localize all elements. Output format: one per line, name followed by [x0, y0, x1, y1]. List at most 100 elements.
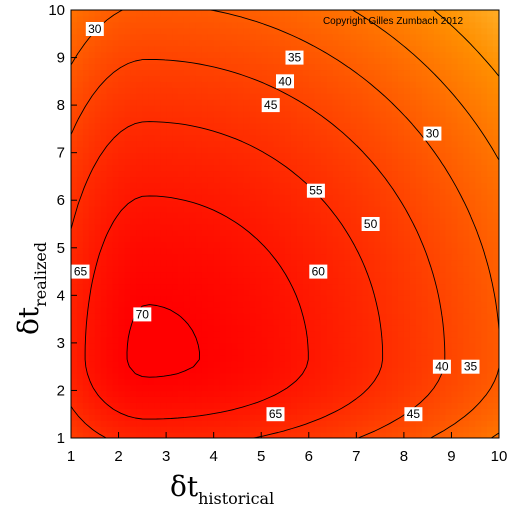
heat-cell: [403, 206, 411, 213]
heat-cell: [219, 158, 227, 166]
heat-cell: [392, 360, 399, 368]
heat-cell: [201, 265, 209, 273]
heat-cell: [338, 122, 346, 130]
heat-cell: [76, 366, 84, 374]
heat-cell: [279, 277, 286, 285]
heat-cell: [397, 224, 405, 231]
heat-cell: [463, 336, 470, 344]
heat-cell: [183, 122, 191, 130]
heat-cell: [415, 188, 423, 195]
heat-cell: [326, 152, 334, 160]
heat-cell: [356, 81, 363, 88]
heat-cell: [392, 87, 399, 94]
heat-cell: [350, 69, 357, 76]
heat-cell: [273, 45, 280, 53]
heat-cell: [374, 51, 381, 59]
heat-cell: [475, 158, 482, 166]
heat-cell: [267, 348, 274, 356]
heat-cell: [118, 164, 126, 172]
heat-cell: [475, 164, 482, 172]
heat-cell: [421, 414, 429, 421]
heat-cell: [76, 75, 84, 82]
heat-cell: [273, 426, 280, 433]
heat-cell: [148, 75, 155, 82]
heat-cell: [380, 295, 387, 302]
heat-cell: [439, 15, 447, 23]
heat-cell: [148, 212, 155, 219]
heat-cell: [76, 295, 84, 302]
heat-cell: [326, 111, 334, 118]
heat-cell: [136, 27, 143, 35]
heat-cell: [189, 99, 197, 106]
heat-cell: [356, 45, 363, 53]
heat-cell: [243, 384, 250, 392]
heat-cell: [195, 241, 203, 249]
heat-cell: [350, 128, 357, 136]
heat-cell: [296, 99, 304, 106]
heat-cell: [225, 271, 233, 279]
heat-cell: [243, 265, 250, 273]
heat-cell: [243, 152, 250, 160]
heat-cell: [433, 295, 441, 302]
heat-cell: [350, 75, 357, 82]
heat-cell: [445, 27, 453, 35]
heat-cell: [142, 325, 149, 332]
heat-cell: [290, 75, 298, 82]
heat-cell: [397, 295, 405, 302]
heat-cell: [374, 378, 381, 386]
heat-cell: [136, 259, 143, 267]
heat-cell: [148, 271, 155, 279]
heat-cell: [160, 200, 167, 207]
heat-cell: [106, 313, 114, 320]
heat-cell: [427, 348, 435, 356]
heat-cell: [463, 420, 470, 427]
heat-cell: [314, 105, 322, 112]
heat-cell: [445, 93, 453, 100]
heat-cell: [463, 408, 470, 415]
heat-cell: [94, 426, 102, 433]
heat-cell: [88, 235, 96, 243]
heat-cell: [255, 259, 262, 267]
heat-cell: [82, 146, 90, 154]
heat-cell: [368, 152, 375, 160]
heat-cell: [457, 348, 464, 356]
heat-cell: [142, 289, 149, 296]
heat-cell: [76, 325, 84, 332]
heat-cell: [178, 206, 185, 213]
heat-cell: [439, 57, 447, 65]
heat-cell: [344, 277, 351, 285]
heat-cell: [178, 295, 185, 302]
heat-cell: [124, 15, 132, 23]
heat-cell: [154, 69, 161, 76]
heat-cell: [320, 105, 328, 112]
heat-cell: [136, 295, 143, 302]
heat-cell: [231, 271, 239, 279]
heat-cell: [255, 152, 262, 160]
heat-cell: [118, 45, 126, 53]
heat-cell: [88, 140, 96, 148]
heat-cell: [201, 218, 209, 225]
heat-cell: [279, 57, 286, 65]
heat-cell: [392, 390, 399, 397]
heat-cell: [314, 348, 322, 356]
heat-cell: [88, 111, 96, 118]
heat-cell: [445, 235, 453, 243]
heat-cell: [166, 152, 173, 160]
heat-cell: [201, 277, 209, 285]
heat-cell: [219, 152, 227, 160]
heat-cell: [118, 348, 126, 356]
heat-cell: [338, 140, 346, 148]
heat-cell: [439, 117, 447, 124]
heat-cell: [261, 75, 268, 82]
heat-cell: [421, 336, 429, 344]
heat-cell: [302, 283, 310, 290]
heat-cell: [279, 432, 286, 438]
heat-cell: [112, 194, 120, 201]
heat-cell: [207, 122, 215, 130]
heat-cell: [350, 182, 357, 189]
heat-cell: [130, 63, 137, 71]
heat-cell: [445, 176, 453, 183]
heat-cell: [71, 402, 78, 409]
heat-cell: [71, 307, 78, 314]
heat-cell: [154, 111, 161, 118]
